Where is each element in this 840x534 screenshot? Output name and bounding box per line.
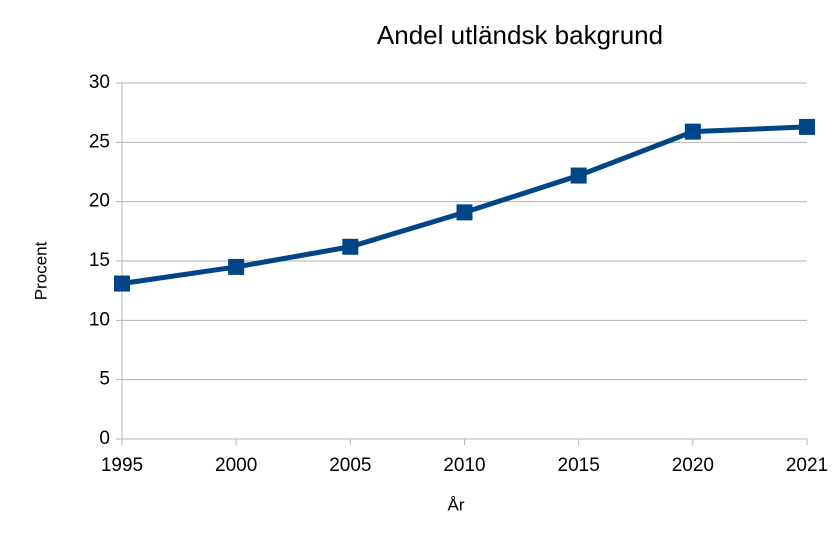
- y-tick-label: 5: [99, 369, 110, 390]
- data-point: [114, 275, 130, 292]
- x-tick-label: 2020: [672, 455, 714, 476]
- y-tick-label: 25: [89, 131, 110, 152]
- y-tick-label: 10: [89, 309, 110, 330]
- data-point: [684, 123, 701, 140]
- y-tick-label: 20: [89, 191, 110, 212]
- x-axis-label: År: [448, 495, 465, 514]
- y-tick-label: 30: [89, 72, 110, 93]
- x-tick-label: 2021: [786, 455, 828, 476]
- x-tick-label: 2010: [443, 455, 485, 476]
- y-axis-label: Procent: [31, 241, 50, 300]
- y-tick-label: 15: [89, 250, 110, 271]
- data-point: [570, 167, 587, 184]
- x-tick-label: 2015: [558, 455, 600, 476]
- x-tick-label: 2005: [329, 455, 371, 476]
- data-point: [799, 118, 815, 135]
- data-point: [228, 258, 245, 275]
- x-tick-label: 2000: [215, 455, 257, 476]
- chart-title: Andel utländsk bakgrund: [377, 20, 663, 50]
- x-tick-label: 1995: [101, 455, 143, 476]
- data-point: [342, 238, 359, 255]
- y-tick-label: 0: [99, 428, 110, 449]
- data-point: [456, 204, 473, 221]
